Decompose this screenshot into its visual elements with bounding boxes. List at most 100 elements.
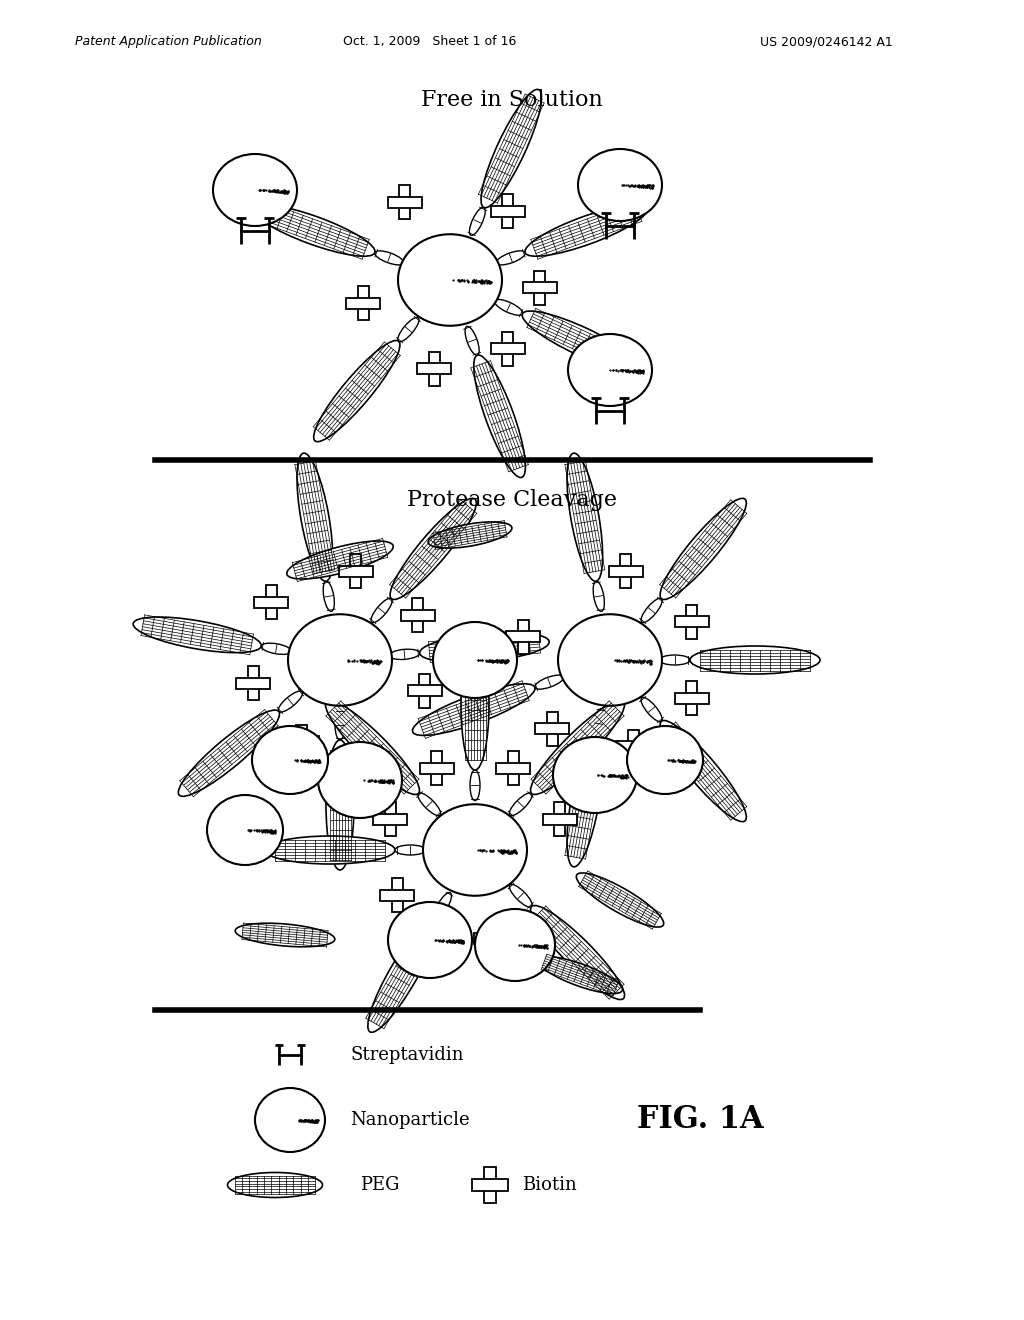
- Ellipse shape: [313, 341, 400, 442]
- Ellipse shape: [530, 701, 625, 795]
- Ellipse shape: [178, 710, 280, 796]
- FancyBboxPatch shape: [503, 331, 513, 366]
- Ellipse shape: [261, 643, 292, 655]
- Text: Patent Application Publication: Patent Application Publication: [75, 36, 262, 49]
- Ellipse shape: [398, 234, 502, 326]
- FancyBboxPatch shape: [431, 751, 442, 785]
- Ellipse shape: [577, 873, 664, 927]
- FancyBboxPatch shape: [419, 673, 430, 708]
- Text: Biotin: Biotin: [522, 1176, 577, 1195]
- Ellipse shape: [324, 581, 335, 611]
- FancyBboxPatch shape: [339, 566, 373, 577]
- Ellipse shape: [660, 499, 746, 599]
- FancyBboxPatch shape: [686, 605, 697, 639]
- FancyBboxPatch shape: [536, 723, 569, 734]
- FancyBboxPatch shape: [285, 737, 318, 747]
- FancyBboxPatch shape: [429, 351, 440, 385]
- FancyBboxPatch shape: [547, 711, 558, 746]
- Ellipse shape: [287, 541, 393, 579]
- Text: PEG: PEG: [360, 1176, 399, 1195]
- FancyBboxPatch shape: [388, 197, 422, 207]
- FancyBboxPatch shape: [413, 598, 424, 632]
- FancyBboxPatch shape: [535, 271, 545, 305]
- Ellipse shape: [428, 521, 512, 548]
- Ellipse shape: [509, 793, 532, 816]
- Ellipse shape: [253, 205, 375, 256]
- Ellipse shape: [297, 453, 333, 581]
- Ellipse shape: [388, 902, 472, 978]
- FancyBboxPatch shape: [391, 878, 402, 912]
- Ellipse shape: [469, 207, 485, 235]
- Ellipse shape: [553, 737, 637, 813]
- FancyBboxPatch shape: [408, 685, 441, 696]
- Ellipse shape: [660, 721, 746, 821]
- Ellipse shape: [236, 923, 335, 946]
- Ellipse shape: [213, 154, 297, 226]
- Ellipse shape: [335, 709, 345, 741]
- Ellipse shape: [641, 598, 663, 623]
- Ellipse shape: [495, 300, 522, 315]
- Ellipse shape: [279, 692, 302, 713]
- Ellipse shape: [318, 742, 402, 818]
- FancyBboxPatch shape: [506, 631, 540, 643]
- Ellipse shape: [568, 334, 652, 407]
- Ellipse shape: [525, 205, 647, 256]
- FancyBboxPatch shape: [496, 763, 530, 774]
- FancyBboxPatch shape: [350, 554, 361, 589]
- Ellipse shape: [593, 581, 604, 611]
- Ellipse shape: [255, 1088, 325, 1152]
- FancyBboxPatch shape: [297, 725, 307, 759]
- FancyBboxPatch shape: [357, 286, 369, 321]
- Ellipse shape: [465, 326, 479, 355]
- Ellipse shape: [530, 906, 625, 999]
- FancyBboxPatch shape: [472, 1179, 508, 1191]
- Text: Protease Cleavage: Protease Cleavage: [407, 488, 617, 511]
- Ellipse shape: [461, 640, 489, 770]
- Ellipse shape: [390, 499, 476, 599]
- Ellipse shape: [423, 804, 527, 896]
- FancyBboxPatch shape: [628, 730, 639, 764]
- Text: Oct. 1, 2009   Sheet 1 of 16: Oct. 1, 2009 Sheet 1 of 16: [343, 36, 517, 49]
- FancyBboxPatch shape: [248, 667, 259, 701]
- Ellipse shape: [133, 616, 261, 652]
- FancyBboxPatch shape: [543, 813, 577, 825]
- Ellipse shape: [326, 701, 420, 795]
- Ellipse shape: [252, 726, 328, 795]
- Ellipse shape: [690, 645, 820, 675]
- Ellipse shape: [578, 149, 662, 220]
- Ellipse shape: [420, 632, 549, 663]
- FancyBboxPatch shape: [474, 933, 508, 944]
- Ellipse shape: [326, 741, 354, 870]
- Text: Nanoparticle: Nanoparticle: [350, 1111, 470, 1129]
- FancyBboxPatch shape: [420, 763, 454, 774]
- Ellipse shape: [538, 957, 623, 994]
- Ellipse shape: [413, 684, 535, 735]
- Ellipse shape: [509, 884, 532, 907]
- FancyBboxPatch shape: [485, 921, 497, 956]
- FancyBboxPatch shape: [265, 585, 276, 619]
- FancyBboxPatch shape: [554, 803, 565, 836]
- FancyBboxPatch shape: [621, 554, 631, 589]
- FancyBboxPatch shape: [490, 343, 525, 355]
- FancyBboxPatch shape: [675, 693, 709, 704]
- Ellipse shape: [227, 1172, 323, 1197]
- FancyBboxPatch shape: [686, 681, 697, 715]
- FancyBboxPatch shape: [254, 597, 288, 607]
- FancyBboxPatch shape: [380, 890, 414, 900]
- Ellipse shape: [434, 892, 452, 920]
- Ellipse shape: [368, 919, 437, 1032]
- FancyBboxPatch shape: [346, 298, 380, 309]
- Ellipse shape: [627, 726, 703, 795]
- Text: Streptavidin: Streptavidin: [350, 1045, 464, 1064]
- Ellipse shape: [265, 836, 395, 865]
- Text: US 2009/0246142 A1: US 2009/0246142 A1: [760, 36, 893, 49]
- Ellipse shape: [475, 909, 555, 981]
- Ellipse shape: [371, 598, 392, 623]
- Ellipse shape: [375, 251, 403, 265]
- FancyBboxPatch shape: [484, 1167, 496, 1203]
- Ellipse shape: [497, 251, 525, 265]
- FancyBboxPatch shape: [418, 363, 452, 374]
- Ellipse shape: [567, 739, 603, 867]
- FancyBboxPatch shape: [385, 803, 396, 836]
- FancyBboxPatch shape: [237, 677, 270, 689]
